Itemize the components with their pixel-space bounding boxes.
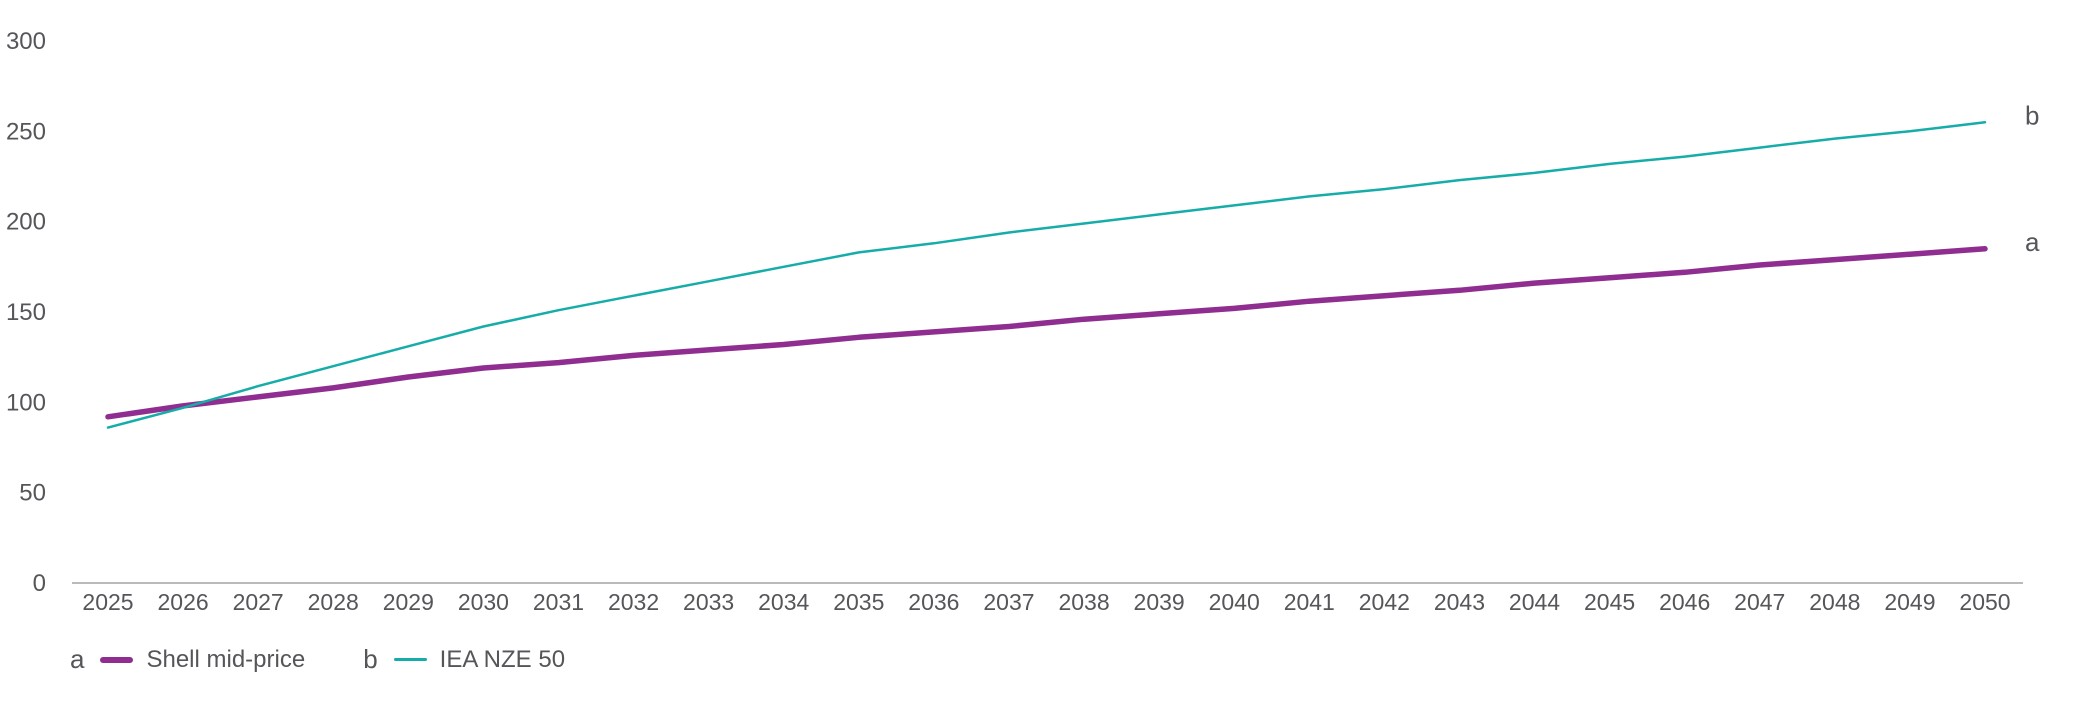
legend-series-letter-a: a: [70, 644, 85, 674]
x-axis-tick-label: 2045: [1584, 589, 1635, 615]
legend-series-letter-b: b: [363, 644, 378, 674]
x-axis-tick-label: 2046: [1659, 589, 1710, 615]
x-axis-tick-label: 2036: [908, 589, 959, 615]
x-axis-tick-label: 2042: [1359, 589, 1410, 615]
y-axis-tick-label: 250: [6, 118, 46, 145]
x-axis-tick-label: 2039: [1134, 589, 1185, 615]
x-axis-tick-label: 2040: [1209, 589, 1260, 615]
x-axis-tick-label: 2050: [1959, 589, 2010, 615]
legend-line-swatch-purple: [100, 656, 134, 663]
series-line-iea-nze-50: [106, 121, 1987, 429]
x-axis-tick-label: 2038: [1058, 589, 1109, 615]
x-axis-tick-label: 2025: [82, 589, 133, 615]
x-axis-tick-label: 2028: [308, 589, 359, 615]
legend-line-swatch-teal: [393, 658, 427, 661]
x-axis-tick-label: 2031: [533, 589, 584, 615]
x-axis-tick-label: 2049: [1884, 589, 1935, 615]
series-end-letter-b: b: [2025, 100, 2039, 130]
legend-item-shell-mid-price: a Shell mid-price: [70, 644, 305, 675]
x-axis-tick-label: 2034: [758, 589, 809, 615]
x-axis-tick-label: 2033: [683, 589, 734, 615]
x-axis-tick-label: 2035: [833, 589, 884, 615]
x-axis-tick-label: 2032: [608, 589, 659, 615]
legend: a Shell mid-price b IEA NZE 50: [70, 644, 565, 675]
y-axis-tick-label: 300: [6, 28, 46, 55]
y-axis-tick-label: 50: [19, 480, 46, 507]
x-axis-tick-label: 2048: [1809, 589, 1860, 615]
legend-item-iea-nze-50: b IEA NZE 50: [363, 644, 565, 675]
x-axis-tick-label: 2047: [1734, 589, 1785, 615]
series-end-letter-a: a: [2025, 227, 2040, 257]
y-axis-tick-label: 200: [6, 209, 46, 236]
series-line-shell-mid-price: [105, 246, 1988, 420]
x-axis-tick-label: 2026: [157, 589, 208, 615]
x-axis-tick-label: 2041: [1284, 589, 1335, 615]
legend-series-label: IEA NZE 50: [439, 645, 566, 673]
legend-series-label: Shell mid-price: [146, 645, 306, 673]
x-axis-tick-label: 2043: [1434, 589, 1485, 615]
y-axis-tick-label: 0: [33, 570, 46, 597]
y-axis-tick-label: 100: [6, 389, 46, 416]
x-axis-tick-label: 2037: [983, 589, 1034, 615]
x-axis-tick-label: 2027: [233, 589, 284, 615]
x-axis-tick-label: 2029: [383, 589, 434, 615]
x-axis-tick-label: 2044: [1509, 589, 1560, 615]
y-axis-tick-label: 150: [6, 299, 46, 326]
x-axis-tick-label: 2030: [458, 589, 509, 615]
